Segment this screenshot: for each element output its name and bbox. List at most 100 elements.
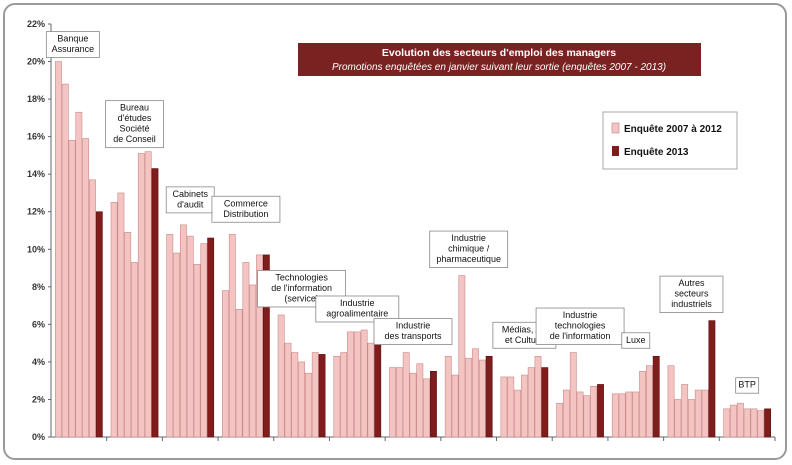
bar-2007-2012 (402, 352, 410, 438)
bar-2007-2012 (576, 391, 584, 438)
bar-2013 (764, 408, 772, 438)
chart-title: Evolution des secteurs d'emploi des mana… (382, 47, 616, 59)
category-label: Luxe (621, 332, 651, 349)
bar-2007-2012 (360, 329, 368, 438)
category-label-line: pharmaceutique (436, 254, 501, 264)
chart-svg: 0% 2% 4% 6% 8% 10% 12% 14% 16% 18% 20% 22% BanqueAs… (27, 19, 776, 442)
category-label-line: Assurance (52, 44, 95, 54)
bar-2007-2012 (743, 408, 751, 438)
bar-2007-2012 (590, 386, 598, 438)
category-label-box (315, 295, 400, 323)
bar-2007-2012 (527, 367, 535, 438)
category-label-line: Industrie (451, 233, 486, 243)
bar-2007-2012 (583, 395, 591, 438)
bar-2007-2012 (124, 232, 132, 438)
bar-2007-2012 (228, 233, 236, 438)
bar-2007-2012 (639, 370, 646, 438)
legend-box (602, 111, 738, 170)
category-label: BTP (735, 377, 760, 394)
y-tick-label: 4% (32, 357, 45, 367)
bars-layer (54, 61, 772, 438)
bar-2007-2012 (298, 361, 306, 438)
bar-2007-2012 (444, 355, 452, 438)
bar-2007-2012 (520, 374, 528, 438)
bar-2007-2012 (500, 376, 508, 438)
bar-2007-2012 (416, 363, 424, 438)
bar-2007-2012 (68, 140, 76, 438)
bar-2007-2012 (723, 408, 731, 438)
bar-2013 (374, 333, 382, 438)
y-tick-label: 8% (32, 282, 45, 292)
category-label-line: Industrie (563, 310, 598, 320)
y-tick-label: 10% (27, 244, 45, 254)
bar-2007-2012 (291, 352, 299, 438)
bar-2013 (95, 211, 103, 438)
bar-2007-2012 (367, 342, 375, 438)
bar-2007-2012 (311, 352, 319, 438)
category-label-line: technologies (555, 321, 606, 331)
bar-2013 (207, 237, 215, 438)
category-label-line: agroalimentaire (326, 308, 388, 318)
category-label-box (373, 318, 453, 345)
bar-2007-2012 (681, 384, 689, 438)
bar-2007-2012 (423, 378, 431, 438)
bar-2007-2012 (166, 233, 174, 438)
bar-2007-2012 (736, 402, 744, 438)
category-label-line: Distribution (223, 209, 268, 219)
bar-2007-2012 (409, 372, 417, 438)
category-label-line: Société (120, 124, 150, 134)
category-label-line: de l'information (550, 331, 611, 341)
category-label-line: d'audit (177, 199, 204, 209)
category-label-box (621, 332, 651, 349)
legend-label-2007-2012: Enquête 2007 à 2012 (624, 124, 722, 135)
bar-2007-2012 (750, 408, 758, 438)
category-label-box (211, 195, 281, 223)
category-label-line: Technologies (275, 272, 328, 282)
bar-2007-2012 (688, 399, 695, 438)
bar-2007-2012 (284, 342, 292, 438)
category-label-line: secteurs (674, 289, 709, 299)
bar-2007-2012 (180, 224, 187, 438)
category-label-line: BTP (738, 380, 756, 390)
category-label-box (105, 100, 164, 149)
category-label-line: Industrie (340, 298, 375, 308)
y-tick-label: 0% (32, 432, 45, 442)
bar-2007-2012 (131, 262, 138, 438)
y-tick-label: 18% (27, 94, 45, 104)
chart-frame: 0% 2% 4% 6% 8% 10% 12% 14% 16% 18% 20% 22% Banque As… (3, 3, 787, 460)
bar-2007-2012 (347, 331, 354, 438)
bar-2007-2012 (556, 402, 564, 438)
chart-subtitle: Promotions enquêtées en janvier suivant … (332, 62, 666, 73)
category-label-line: Luxe (626, 335, 646, 345)
bar-2007-2012 (305, 372, 312, 438)
category-label-line: Médias, Art (502, 324, 548, 334)
bar-2007-2012 (75, 111, 83, 438)
bar-2013 (318, 354, 326, 438)
bar-2007-2012 (701, 389, 709, 438)
bar-2007-2012 (465, 357, 473, 438)
legend: Enquête 2007 à 2012 Enquête 2013 (602, 111, 738, 170)
y-tick-label: 12% (27, 207, 45, 217)
bar-2007-2012 (200, 243, 208, 438)
bar-2007-2012 (478, 359, 486, 438)
bar-2007-2012 (632, 391, 640, 438)
y-tick-label: 14% (27, 169, 45, 179)
y-tick-label: 2% (32, 394, 45, 404)
bar-2007-2012 (340, 352, 348, 438)
category-label-line: Industrie (396, 321, 431, 331)
bar-2007-2012 (82, 138, 90, 438)
bar-2007-2012 (618, 393, 626, 438)
bar-2007-2012 (54, 61, 62, 438)
bar-2007-2012 (694, 389, 702, 438)
y-tick-label: 16% (27, 132, 45, 142)
bar-2007-2012 (235, 309, 243, 438)
category-label-line: Commerce (224, 198, 268, 208)
legend-label-2013: Enquête 2013 (624, 147, 689, 158)
bar-2007-2012 (534, 355, 542, 438)
